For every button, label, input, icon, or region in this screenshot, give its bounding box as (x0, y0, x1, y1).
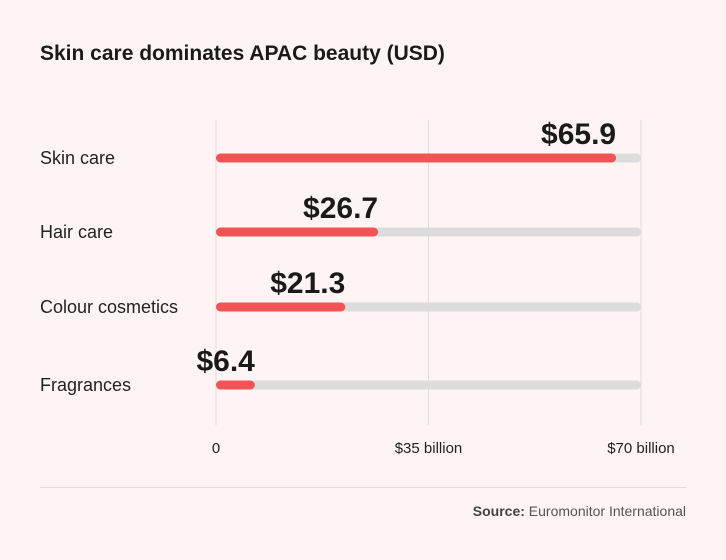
category-label: Colour cosmetics (40, 297, 178, 317)
bar (216, 380, 255, 390)
value-label: $6.4 (196, 345, 255, 378)
category-label: Hair care (40, 222, 113, 242)
x-tick-label: $35 billion (395, 440, 463, 457)
value-label: $26.7 (303, 192, 378, 225)
category-label: Skin care (40, 148, 115, 168)
source-label: Source: (472, 503, 525, 519)
bar (216, 227, 379, 237)
x-tick-label: $70 billion (607, 440, 675, 457)
bar-chart: 0 $35 billion $70 billion Skin care $65.9 Hai… (40, 118, 675, 457)
footer-divider (40, 487, 686, 488)
value-label: $65.9 (541, 118, 616, 151)
bar-track (216, 380, 641, 390)
bar (216, 153, 617, 163)
source-note: Source: Euromonitor International (473, 503, 686, 519)
value-label: $21.3 (270, 267, 345, 300)
x-tick-label: 0 (212, 440, 220, 457)
source-text: Euromonitor International (528, 503, 686, 519)
bar (216, 302, 346, 312)
category-label: Fragrances (40, 375, 131, 395)
chart-title: Skin care dominates APAC beauty (USD) (40, 42, 445, 65)
